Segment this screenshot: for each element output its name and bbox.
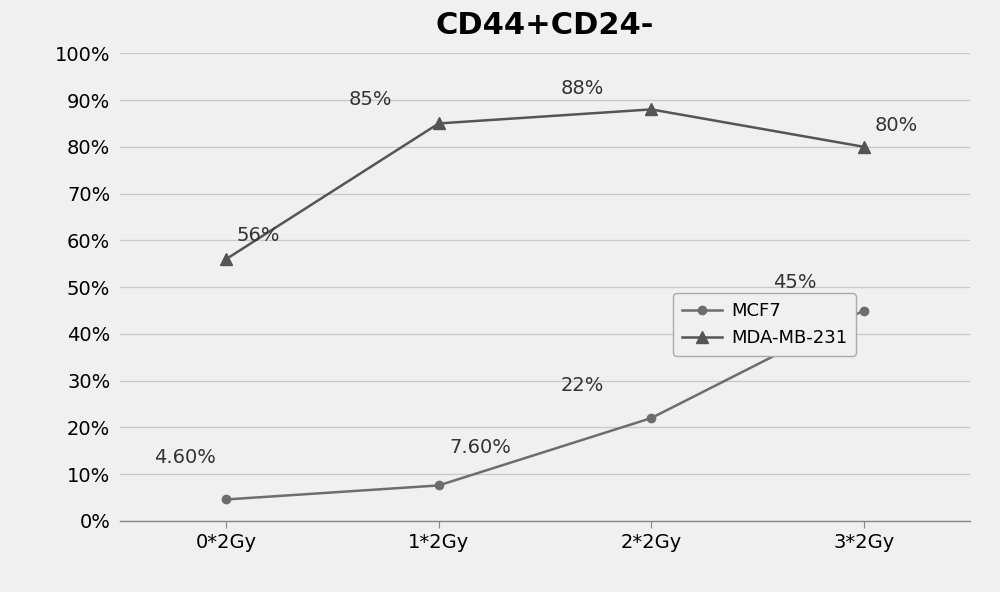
Line: MDA-MB-231: MDA-MB-231 <box>221 104 869 265</box>
MDA-MB-231 <box>858 143 870 150</box>
MCF7 <box>858 307 870 314</box>
MCF7 <box>645 414 657 422</box>
MDA-MB-231 <box>220 256 232 263</box>
Title: CD44+CD24-: CD44+CD24- <box>436 11 654 40</box>
Text: 4.60%: 4.60% <box>154 448 216 466</box>
Text: 80%: 80% <box>874 116 918 135</box>
MCF7 <box>433 482 445 489</box>
Text: 7.60%: 7.60% <box>449 438 511 458</box>
Legend: MCF7, MDA-MB-231: MCF7, MDA-MB-231 <box>673 293 856 356</box>
MCF7 <box>220 496 232 503</box>
Line: MCF7: MCF7 <box>222 306 868 504</box>
Text: 45%: 45% <box>774 273 817 292</box>
Text: 56%: 56% <box>237 226 280 245</box>
Text: 85%: 85% <box>349 91 392 110</box>
MDA-MB-231 <box>645 106 657 113</box>
MDA-MB-231 <box>433 120 445 127</box>
Text: 22%: 22% <box>561 376 604 395</box>
Text: 88%: 88% <box>561 79 604 98</box>
